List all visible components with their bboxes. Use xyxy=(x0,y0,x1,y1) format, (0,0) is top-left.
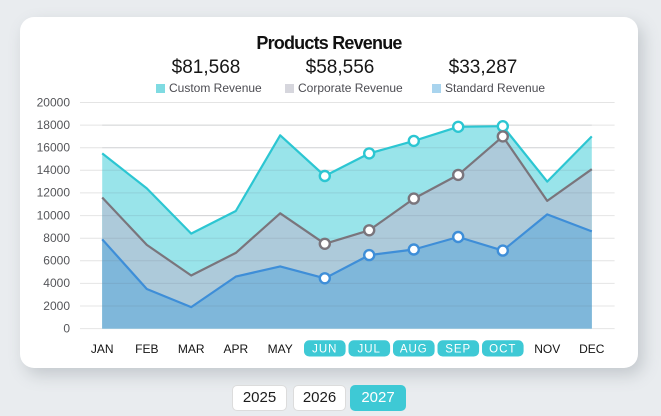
svg-text:12000: 12000 xyxy=(37,186,71,200)
svg-text:20000: 20000 xyxy=(37,95,71,109)
svg-text:FEB: FEB xyxy=(135,342,158,356)
svg-text:10000: 10000 xyxy=(37,208,71,222)
svg-text:2000: 2000 xyxy=(43,299,70,313)
svg-text:MAR: MAR xyxy=(178,342,205,356)
svg-text:DEC: DEC xyxy=(579,342,605,356)
svg-text:MAY: MAY xyxy=(268,342,293,356)
svg-text:OCT: OCT xyxy=(489,343,516,355)
svg-text:8000: 8000 xyxy=(43,231,70,245)
svg-text:4000: 4000 xyxy=(43,276,70,290)
svg-text:18000: 18000 xyxy=(37,118,71,132)
svg-text:APR: APR xyxy=(223,342,248,356)
svg-text:0: 0 xyxy=(63,321,70,335)
svg-text:16000: 16000 xyxy=(37,141,71,155)
svg-text:JAN: JAN xyxy=(91,342,114,356)
svg-text:NOV: NOV xyxy=(534,342,560,356)
svg-text:AUG: AUG xyxy=(400,343,428,355)
svg-text:6000: 6000 xyxy=(43,254,70,268)
svg-text:SEP: SEP xyxy=(445,343,471,355)
svg-text:JUL: JUL xyxy=(357,343,380,355)
svg-text:14000: 14000 xyxy=(37,163,71,177)
svg-text:JUN: JUN xyxy=(312,343,337,355)
